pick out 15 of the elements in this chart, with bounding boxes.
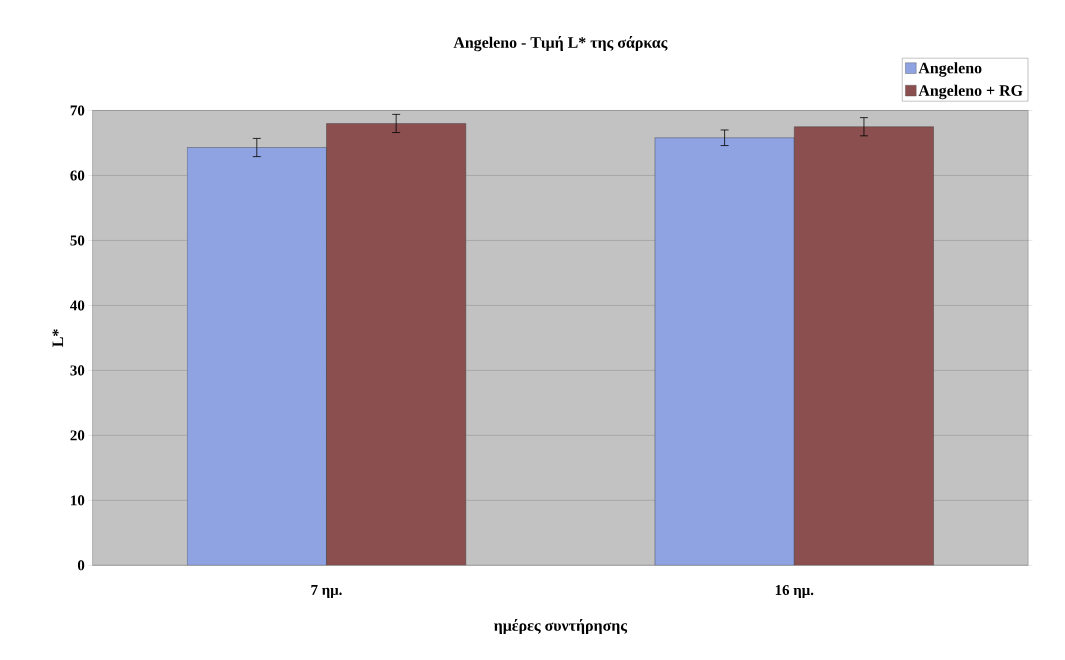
y-axis-title: L* [52, 329, 64, 347]
y-tick-label: 40 [70, 300, 85, 311]
y-tick-label: 0 [77, 560, 85, 571]
x-axis-title: ημέρες συντήρησης [493, 618, 628, 635]
y-tick-label: 60 [70, 170, 85, 181]
y-tick-label: 20 [70, 430, 85, 441]
y-tick-label: 70 [70, 105, 85, 116]
x-tick-label: 16 ημ. [775, 585, 814, 599]
y-tick-label: 30 [70, 365, 85, 376]
chart-title: Angeleno - Τιμή L* της σάρκας [453, 35, 668, 52]
x-tick-label: 7 ημ. [311, 585, 342, 599]
legend-label: Angeleno + RG [918, 84, 1023, 100]
y-tick-label: 10 [71, 495, 85, 506]
y-tick-label: 50 [70, 235, 85, 246]
legend-label: Angeleno [918, 62, 982, 77]
